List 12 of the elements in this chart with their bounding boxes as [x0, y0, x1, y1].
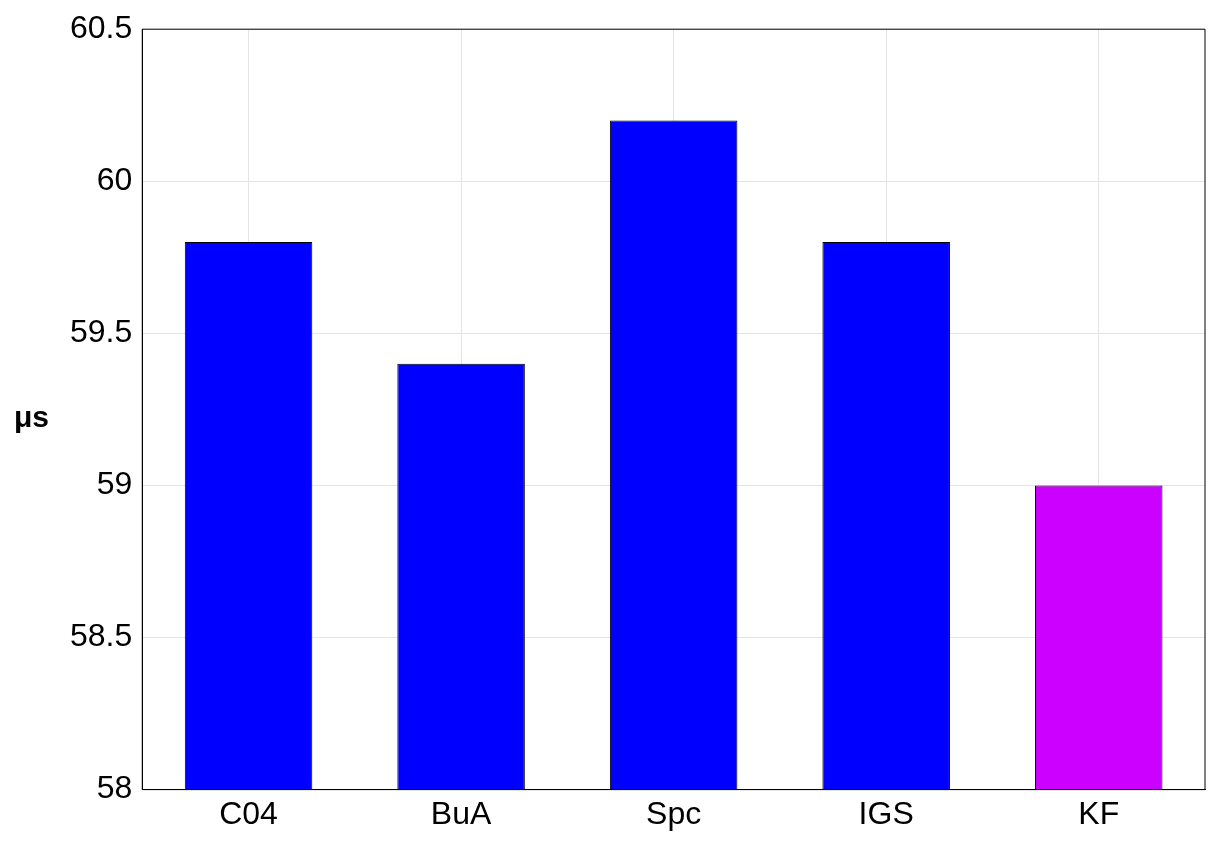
y-tick-label: 58 [96, 769, 133, 806]
x-tick-label: BuA [430, 794, 492, 831]
x-tick-label: KF [1078, 794, 1120, 831]
x-tick-label: Spc [646, 794, 702, 831]
x-tick-label: C04 [219, 794, 278, 831]
y-axis-title: μs [14, 400, 50, 434]
x-tick-label: IGS [858, 794, 914, 831]
y-tick-label: 59 [96, 465, 133, 502]
y-tick-label: 60 [96, 161, 133, 198]
y-tick-label: 58.5 [70, 617, 133, 654]
y-tick-label: 60.5 [70, 9, 133, 46]
y-tick-label: 59.5 [70, 313, 133, 350]
